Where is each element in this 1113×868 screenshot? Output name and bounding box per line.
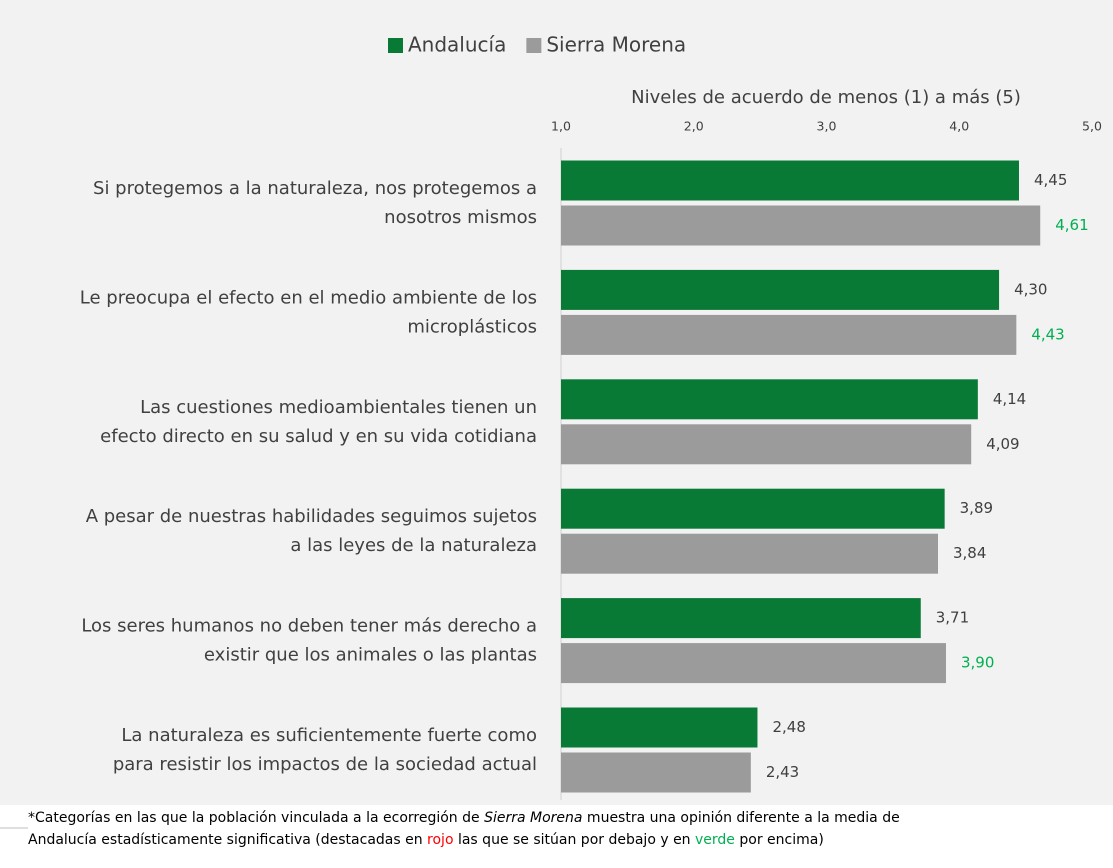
- category-label: A pesar de nuestras habilidades seguimos…: [86, 506, 537, 527]
- bar: [561, 314, 1017, 355]
- x-tick-label: 4,0: [949, 119, 969, 134]
- value-label: 3,90: [961, 654, 994, 672]
- value-label: 4,09: [986, 435, 1019, 453]
- category-label: existir que los animales o las plantas: [204, 645, 537, 666]
- note-text: muestra una opinión diferente a la media…: [582, 810, 899, 826]
- value-label: 4,45: [1034, 171, 1067, 189]
- x-tick-label: 3,0: [817, 119, 837, 134]
- bar: [561, 598, 921, 639]
- note-text: las que se sitúan por debajo y en: [454, 832, 696, 848]
- category-label: Las cuestiones medioambientales tienen u…: [140, 397, 537, 418]
- category-label: microplásticos: [407, 316, 537, 337]
- x-tick-label: 2,0: [684, 119, 704, 134]
- bar: [561, 269, 1000, 310]
- bar: [561, 205, 1041, 246]
- value-label: 3,89: [960, 499, 993, 517]
- category-label: La naturaleza es suficientemente fuerte …: [121, 725, 537, 746]
- bar: [561, 752, 751, 793]
- bar: [561, 533, 939, 574]
- category-label: para resistir los impactos de la socieda…: [113, 754, 537, 775]
- footnote: Andalucía estadísticamente significativa…: [28, 832, 824, 848]
- x-tick-label: 1,0: [551, 119, 571, 134]
- value-label: 3,71: [936, 609, 969, 627]
- note-text: Sierra Morena: [484, 810, 582, 826]
- note-text: por encima): [735, 832, 824, 848]
- category-label: a las leyes de la naturaleza: [290, 535, 537, 556]
- note-text: *Categorías en las que la población vinc…: [28, 810, 484, 826]
- category-label: Si protegemos a la naturaleza, nos prote…: [93, 178, 537, 199]
- bar: [561, 488, 945, 529]
- bar: [561, 707, 758, 748]
- note-text: rojo: [427, 832, 453, 848]
- category-label: efecto directo en su salud y en su vida …: [100, 426, 537, 447]
- note-text: Andalucía estadísticamente significativa…: [28, 832, 427, 848]
- bar: [561, 424, 972, 465]
- value-label: 4,14: [993, 390, 1026, 408]
- legend-label: Sierra Morena: [546, 33, 686, 57]
- legend-swatch: [388, 38, 403, 53]
- bar: [561, 160, 1019, 201]
- category-label: Los seres humanos no deben tener más der…: [81, 616, 537, 637]
- bar: [561, 643, 946, 684]
- value-label: 3,84: [953, 544, 986, 562]
- axis-title: Niveles de acuerdo de menos (1) a más (5…: [631, 87, 1021, 108]
- note-text: verde: [695, 832, 735, 848]
- category-label: Le preocupa el efecto en el medio ambien…: [80, 287, 537, 308]
- footnote: *Categorías en las que la población vinc…: [28, 810, 900, 826]
- value-label: 2,48: [772, 718, 805, 736]
- legend-label: Andalucía: [408, 33, 506, 57]
- x-tick-label: 5,0: [1082, 119, 1102, 134]
- value-label: 4,43: [1031, 325, 1064, 343]
- bar: [561, 379, 978, 420]
- value-label: 4,61: [1055, 216, 1088, 234]
- category-label: nosotros mismos: [384, 207, 537, 228]
- value-label: 2,43: [766, 763, 799, 781]
- legend-swatch: [526, 38, 542, 53]
- value-label: 4,30: [1014, 280, 1047, 298]
